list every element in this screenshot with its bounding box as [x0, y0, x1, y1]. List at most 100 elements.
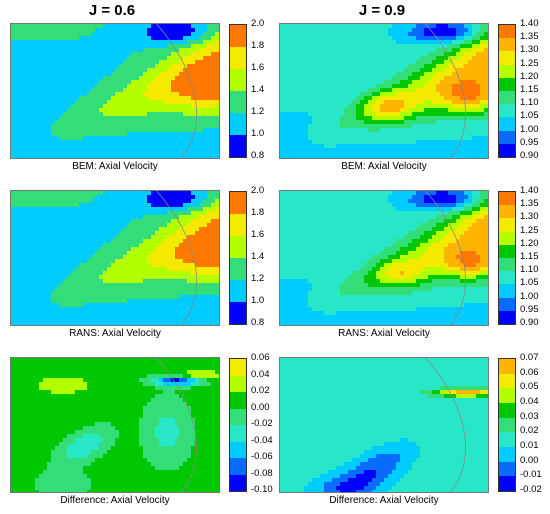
- contour-cell: [211, 92, 216, 97]
- contour-cell: [195, 68, 200, 73]
- contour-cell: [83, 116, 88, 121]
- contour-cell: [143, 215, 148, 220]
- contour-cell: [19, 72, 24, 77]
- contour-cell: [207, 191, 212, 196]
- contour-cell: [55, 275, 60, 280]
- contour-cell: [404, 68, 409, 73]
- contour-cell: [444, 92, 449, 97]
- contour-cell: [215, 108, 219, 113]
- contour-cell: [23, 231, 28, 236]
- contour-cell: [103, 295, 108, 300]
- contour-cell: [123, 291, 128, 296]
- contour-cell: [360, 44, 365, 49]
- contour-cell: [123, 231, 128, 236]
- contour-cell: [356, 128, 361, 133]
- contour-cell: [43, 211, 48, 216]
- contour-cell: [35, 64, 40, 69]
- contour-cell: [131, 116, 136, 121]
- contour-cell: [195, 191, 200, 196]
- contour-cell: [452, 148, 457, 153]
- contour-cell: [51, 223, 56, 228]
- contour-cell: [91, 84, 96, 89]
- contour-cell: [71, 279, 76, 284]
- contour-cell: [71, 191, 76, 196]
- contour-cell: [63, 203, 68, 208]
- contour-cell: [27, 136, 32, 141]
- contour-cell: [159, 152, 164, 157]
- contour-cell: [99, 283, 104, 288]
- contour-cell: [191, 251, 196, 256]
- contour-cell: [43, 207, 48, 212]
- contour-cell: [360, 60, 365, 65]
- contour-cell: [460, 76, 465, 81]
- contour-cell: [51, 84, 56, 89]
- contour-cell: [99, 295, 104, 300]
- contour-cell: [484, 60, 488, 65]
- contour-cell: [392, 28, 397, 33]
- contour-cell: [280, 112, 285, 117]
- contour-cell: [131, 195, 136, 200]
- contour-cell: [300, 156, 305, 158]
- contour-cell: [23, 80, 28, 85]
- contour-cell: [47, 52, 52, 57]
- contour-cell: [27, 255, 32, 260]
- contour-cell: [11, 279, 16, 284]
- contour-cell: [320, 112, 325, 117]
- contour-cell: [111, 148, 116, 153]
- contour-cell: [199, 271, 204, 276]
- contour-cell: [436, 48, 441, 53]
- contour-cell: [352, 104, 357, 109]
- contour-cell: [43, 136, 48, 141]
- contour-cell: [171, 36, 176, 41]
- contour-cell: [143, 72, 148, 77]
- contour-cell: [400, 28, 405, 33]
- contour-cell: [215, 112, 219, 117]
- contour-cell: [103, 156, 108, 158]
- contour-cell: [103, 152, 108, 157]
- contour-cell: [328, 152, 333, 157]
- contour-cell: [436, 32, 441, 37]
- contour-cell: [55, 116, 60, 121]
- contour-cell: [191, 108, 196, 113]
- contour-cell: [39, 64, 44, 69]
- contour-cell: [59, 199, 64, 204]
- contour-cell: [300, 100, 305, 105]
- contour-cell: [59, 72, 64, 77]
- contour-cell: [159, 104, 164, 109]
- contour-cell: [320, 128, 325, 133]
- contour-cell: [123, 227, 128, 232]
- contour-cell: [187, 247, 192, 252]
- contour-cell: [163, 72, 168, 77]
- contour-cell: [187, 227, 192, 232]
- contour-cell: [352, 128, 357, 133]
- contour-cell: [111, 227, 116, 232]
- contour-cell: [436, 148, 441, 153]
- contour-cell: [191, 128, 196, 133]
- contour-cell: [15, 120, 20, 125]
- contour-cell: [179, 279, 184, 284]
- contour-cell: [39, 299, 44, 304]
- contour-cell: [312, 32, 317, 37]
- contour-cell: [372, 36, 377, 41]
- contour-cell: [83, 48, 88, 53]
- contour-cell: [15, 124, 20, 129]
- contour-cell: [59, 195, 64, 200]
- contour-cell: [43, 124, 48, 129]
- contour-cell: [143, 251, 148, 256]
- contour-cell: [352, 24, 357, 29]
- contour-cell: [115, 156, 120, 158]
- contour-cell: [203, 223, 208, 228]
- contour-cell: [55, 263, 60, 268]
- contour-cell: [372, 80, 377, 85]
- contour-cell: [400, 108, 405, 113]
- contour-cell: [119, 295, 124, 300]
- contour-cell: [175, 227, 180, 232]
- contour-cell: [215, 255, 219, 260]
- contour-cell: [340, 148, 345, 153]
- contour-cell: [312, 28, 317, 33]
- contour-cell: [324, 84, 329, 89]
- contour-cell: [51, 80, 56, 85]
- contour-cell: [19, 279, 24, 284]
- contour-cell: [83, 136, 88, 141]
- contour-cell: [31, 100, 36, 105]
